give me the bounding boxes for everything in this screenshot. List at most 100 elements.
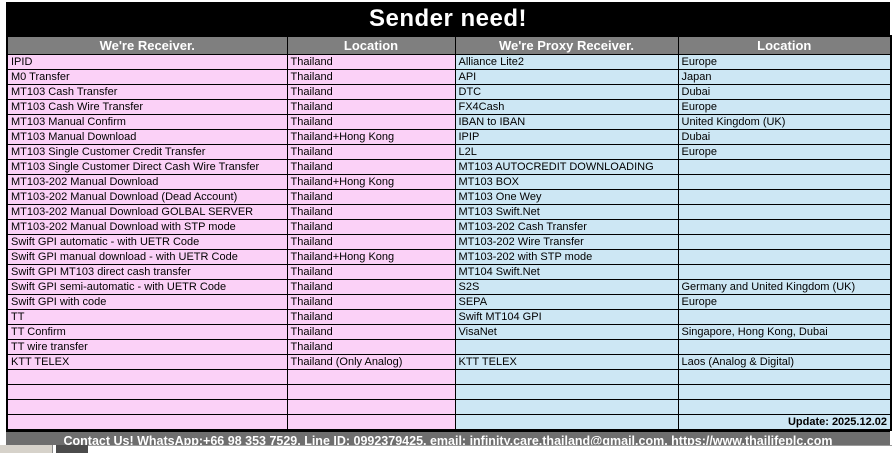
- cell-receiver-location[interactable]: Thailand: [286, 339, 456, 355]
- cell-receiver-location[interactable]: Thailand (Only Analog): [286, 354, 456, 370]
- cell-proxy-receiver[interactable]: IPIP: [454, 129, 679, 145]
- cell-proxy-receiver[interactable]: MT103 One Wey: [454, 189, 679, 205]
- cell-proxy-receiver[interactable]: Alliance Lite2: [454, 54, 679, 70]
- cell-receiver-location[interactable]: Thailand: [286, 309, 456, 325]
- cell-proxy-receiver[interactable]: SEPA: [454, 294, 679, 310]
- cell-proxy-location[interactable]: [677, 399, 892, 415]
- cell-receiver-location[interactable]: Thailand: [286, 99, 456, 115]
- cell-receiver-location[interactable]: Thailand+Hong Kong: [286, 129, 456, 145]
- sheet-tab-active[interactable]: [56, 445, 88, 453]
- cell-proxy-receiver[interactable]: MT103 Swift.Net: [454, 204, 679, 220]
- cell-receiver-location[interactable]: Thailand: [286, 324, 456, 340]
- cell-receiver[interactable]: MT103 Single Customer Credit Transfer: [6, 144, 288, 160]
- cell-proxy-location[interactable]: Germany and United Kingdom (UK): [677, 279, 892, 295]
- cell-proxy-receiver[interactable]: MT103-202 Cash Transfer: [454, 219, 679, 235]
- sheet-tab-inactive[interactable]: [0, 445, 53, 453]
- cell-receiver[interactable]: MT103 Manual Download: [6, 129, 288, 145]
- cell-receiver-location[interactable]: Thailand: [286, 204, 456, 220]
- cell-proxy-location[interactable]: Japan: [677, 69, 892, 85]
- cell-proxy-receiver[interactable]: [454, 369, 679, 385]
- cell-receiver[interactable]: M0 Transfer: [6, 69, 288, 85]
- cell-proxy-receiver[interactable]: VisaNet: [454, 324, 679, 340]
- cell-proxy-receiver[interactable]: FX4Cash: [454, 99, 679, 115]
- cell-receiver-location[interactable]: Thailand: [286, 219, 456, 235]
- cell-proxy-location[interactable]: Europe: [677, 54, 892, 70]
- cell-receiver-location[interactable]: [286, 414, 456, 431]
- cell-receiver[interactable]: TT: [6, 309, 288, 325]
- cell-proxy-receiver[interactable]: L2L: [454, 144, 679, 160]
- cell-receiver-location[interactable]: Thailand: [286, 294, 456, 310]
- cell-proxy-receiver[interactable]: [454, 384, 679, 400]
- cell-proxy-receiver[interactable]: [454, 414, 679, 431]
- cell-proxy-receiver[interactable]: MT103 AUTOCREDIT DOWNLOADING: [454, 159, 679, 175]
- cell-proxy-receiver[interactable]: IBAN to IBAN: [454, 114, 679, 130]
- cell-proxy-location[interactable]: Laos (Analog & Digital): [677, 354, 892, 370]
- cell-receiver[interactable]: MT103-202 Manual Download: [6, 174, 288, 190]
- cell-receiver-location[interactable]: Thailand: [286, 84, 456, 100]
- cell-proxy-receiver[interactable]: MT104 Swift.Net: [454, 264, 679, 280]
- cell-receiver-location[interactable]: Thailand: [286, 144, 456, 160]
- cell-receiver-location[interactable]: Thailand+Hong Kong: [286, 174, 456, 190]
- title-bar[interactable]: Sender need!: [6, 2, 890, 35]
- column-header-receiver-location[interactable]: Location: [286, 35, 456, 55]
- cell-proxy-location[interactable]: [677, 384, 892, 400]
- cell-receiver[interactable]: [6, 369, 288, 385]
- cell-proxy-receiver[interactable]: MT103 BOX: [454, 174, 679, 190]
- cell-proxy-location[interactable]: Update: 2025.12.02: [677, 414, 892, 431]
- cell-receiver-location[interactable]: Thailand: [286, 69, 456, 85]
- cell-receiver-location[interactable]: Thailand: [286, 159, 456, 175]
- cell-receiver[interactable]: Swift GPI MT103 direct cash transfer: [6, 264, 288, 280]
- cell-proxy-location[interactable]: [677, 264, 892, 280]
- cell-receiver-location[interactable]: Thailand: [286, 279, 456, 295]
- cell-proxy-location[interactable]: [677, 174, 892, 190]
- column-header-receiver[interactable]: We're Receiver.: [6, 35, 288, 55]
- cell-receiver[interactable]: MT103-202 Manual Download with STP mode: [6, 219, 288, 235]
- cell-receiver[interactable]: Swift GPI with code: [6, 294, 288, 310]
- cell-receiver[interactable]: MT103-202 Manual Download (Dead Account): [6, 189, 288, 205]
- cell-proxy-receiver[interactable]: [454, 339, 679, 355]
- cell-receiver[interactable]: MT103-202 Manual Download GOLBAL SERVER: [6, 204, 288, 220]
- cell-proxy-location[interactable]: United Kingdom (UK): [677, 114, 892, 130]
- cell-receiver-location[interactable]: Thailand: [286, 264, 456, 280]
- cell-receiver-location[interactable]: Thailand: [286, 114, 456, 130]
- cell-receiver[interactable]: MT103 Manual Confirm: [6, 114, 288, 130]
- cell-proxy-location[interactable]: [677, 204, 892, 220]
- cell-proxy-receiver[interactable]: API: [454, 69, 679, 85]
- cell-receiver[interactable]: IPID: [6, 54, 288, 70]
- cell-receiver[interactable]: [6, 399, 288, 415]
- cell-proxy-location[interactable]: [677, 159, 892, 175]
- cell-receiver[interactable]: MT103 Cash Transfer: [6, 84, 288, 100]
- cell-receiver[interactable]: TT Confirm: [6, 324, 288, 340]
- cell-proxy-receiver[interactable]: [454, 399, 679, 415]
- cell-receiver-location[interactable]: Thailand: [286, 189, 456, 205]
- cell-proxy-location[interactable]: Europe: [677, 294, 892, 310]
- cell-receiver[interactable]: Swift GPI semi-automatic - with UETR Cod…: [6, 279, 288, 295]
- cell-receiver-location[interactable]: Thailand: [286, 54, 456, 70]
- cell-receiver[interactable]: Swift GPI manual download - with UETR Co…: [6, 249, 288, 265]
- cell-receiver[interactable]: [6, 384, 288, 400]
- cell-proxy-receiver[interactable]: MT103-202 with STP mode: [454, 249, 679, 265]
- cell-proxy-location[interactable]: Europe: [677, 99, 892, 115]
- cell-receiver-location[interactable]: [286, 384, 456, 400]
- cell-proxy-location[interactable]: [677, 369, 892, 385]
- cell-proxy-location[interactable]: [677, 219, 892, 235]
- cell-proxy-location[interactable]: Europe: [677, 144, 892, 160]
- cell-proxy-receiver[interactable]: Swift MT104 GPI: [454, 309, 679, 325]
- cell-receiver-location[interactable]: Thailand+Hong Kong: [286, 249, 456, 265]
- cell-proxy-location[interactable]: Singapore, Hong Kong, Dubai: [677, 324, 892, 340]
- cell-receiver[interactable]: MT103 Single Customer Direct Cash Wire T…: [6, 159, 288, 175]
- cell-proxy-receiver[interactable]: MT103-202 Wire Transfer: [454, 234, 679, 250]
- column-header-proxy-location[interactable]: Location: [677, 35, 892, 55]
- cell-receiver[interactable]: MT103 Cash Wire Transfer: [6, 99, 288, 115]
- cell-proxy-location[interactable]: Dubai: [677, 84, 892, 100]
- cell-proxy-receiver[interactable]: DTC: [454, 84, 679, 100]
- cell-receiver-location[interactable]: Thailand: [286, 234, 456, 250]
- cell-proxy-location[interactable]: [677, 189, 892, 205]
- cell-receiver[interactable]: Swift GPI automatic - with UETR Code: [6, 234, 288, 250]
- cell-proxy-receiver[interactable]: S2S: [454, 279, 679, 295]
- cell-proxy-location[interactable]: [677, 309, 892, 325]
- cell-proxy-location[interactable]: [677, 234, 892, 250]
- cell-proxy-receiver[interactable]: KTT TELEX: [454, 354, 679, 370]
- cell-receiver[interactable]: KTT TELEX: [6, 354, 288, 370]
- cell-receiver-location[interactable]: [286, 399, 456, 415]
